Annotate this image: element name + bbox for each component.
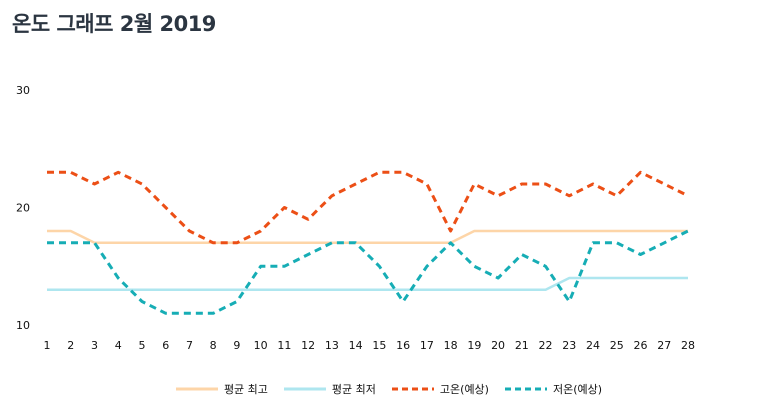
- series-line-4: [47, 229, 689, 315]
- legend-label: 고온(예상): [439, 383, 489, 396]
- series-line-2: [47, 276, 688, 292]
- x-tick-label: 11: [277, 339, 291, 352]
- x-tick-label: 25: [610, 339, 624, 352]
- x-tick-label: 21: [515, 339, 529, 352]
- legend-swatch: [175, 387, 218, 391]
- x-tick-label: 26: [634, 339, 648, 352]
- x-tick-label: 22: [539, 339, 553, 352]
- legend-label: 저온(예상): [552, 383, 603, 396]
- x-tick-label: 8: [210, 339, 217, 352]
- x-tick-label: 17: [420, 339, 434, 352]
- x-tick-label: 18: [444, 339, 458, 352]
- x-tick-label: 28: [681, 339, 695, 352]
- legend-item-4: 저온(예상): [504, 381, 603, 397]
- legend-swatch: [283, 387, 326, 391]
- x-tick-label: 14: [349, 339, 363, 352]
- legend-swatch: [391, 387, 434, 391]
- x-tick-label: 6: [162, 339, 169, 352]
- legend-item-2: 평균 최저: [283, 381, 376, 397]
- legend-label: 평균 최고: [223, 383, 268, 396]
- x-axis-ticks: 1 2 3 4 5 6 7 8 9 10 11 12 13 14 15 16 17 18 19 20 21 22 23 24 2…: [44, 339, 696, 352]
- legend-item-3: 고온(예상): [391, 381, 489, 397]
- x-tick-label: 10: [254, 339, 268, 352]
- x-tick-label: 27: [657, 339, 671, 352]
- x-tick-label: 15: [372, 339, 386, 352]
- x-tick-label: 23: [562, 339, 576, 352]
- chart-title: 온도 그래프 2월 2019: [12, 12, 216, 36]
- y-tick-label: 10: [16, 319, 30, 332]
- x-tick-label: 3: [91, 339, 98, 352]
- series-line-1: [47, 229, 688, 245]
- x-tick-label: 16: [396, 339, 410, 352]
- legend: 평균 최고 평균 최저 고온(예상) 저온(예상): [0, 378, 778, 400]
- y-tick-label: 20: [16, 202, 30, 215]
- x-tick-label: 1: [44, 339, 51, 352]
- legend-item-1: 평균 최고: [175, 381, 268, 397]
- x-tick-label: 12: [301, 339, 315, 352]
- x-tick-label: 9: [233, 339, 240, 352]
- x-tick-label: 13: [325, 339, 339, 352]
- legend-label: 평균 최저: [331, 383, 376, 396]
- x-tick-label: 4: [115, 339, 122, 352]
- x-tick-label: 20: [491, 339, 505, 352]
- x-tick-label: 2: [67, 339, 74, 352]
- series-line-3: [47, 170, 689, 245]
- legend-swatch: [504, 387, 547, 391]
- x-tick-label: 19: [467, 339, 481, 352]
- y-axis-ticks: 10 20 30: [16, 84, 30, 332]
- x-tick-label: 5: [138, 339, 145, 352]
- x-tick-label: 24: [586, 339, 600, 352]
- series-lines: [47, 170, 689, 315]
- y-tick-label: 30: [16, 84, 30, 97]
- x-tick-label: 7: [186, 339, 193, 352]
